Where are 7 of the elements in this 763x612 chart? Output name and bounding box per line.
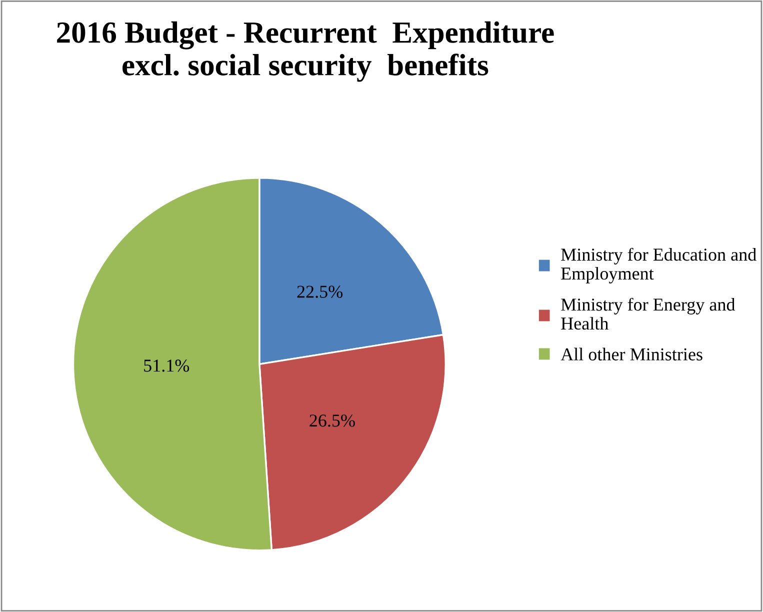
data-label: 26.5%: [310, 414, 355, 427]
chart-title: 2016 Budget - Recurrent Expenditure excl. social security benefits: [57, 21, 554, 82]
data-label: 22.5%: [297, 286, 343, 298]
legend-label: Ministry for Energy and Health: [561, 298, 736, 330]
data-label: 51.1%: [144, 360, 190, 372]
legend-label: All other Ministries: [560, 348, 702, 360]
legend-label: Ministry for Education and Employment: [561, 248, 756, 284]
